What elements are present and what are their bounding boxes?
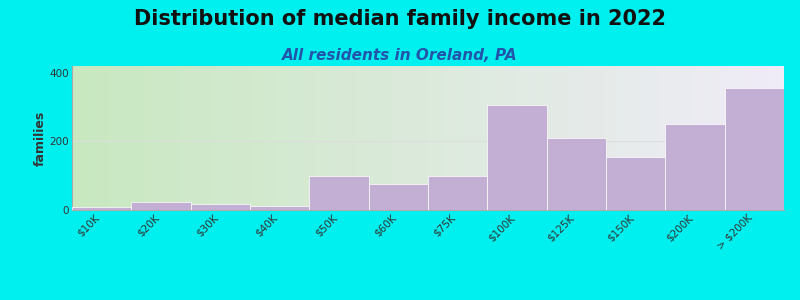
Bar (369, 184, 428, 210)
Bar (606, 157, 666, 210)
Bar (666, 124, 725, 210)
Bar (428, 176, 487, 210)
Bar (487, 105, 546, 210)
Bar (310, 176, 369, 210)
Y-axis label: families: families (34, 110, 47, 166)
Bar (725, 88, 784, 210)
Text: Distribution of median family income in 2022: Distribution of median family income in … (134, 9, 666, 29)
Bar (250, 206, 310, 210)
Bar (190, 204, 250, 210)
Bar (546, 138, 606, 210)
Text: All residents in Oreland, PA: All residents in Oreland, PA (282, 48, 518, 63)
Bar (72, 207, 131, 210)
Bar (131, 202, 190, 210)
